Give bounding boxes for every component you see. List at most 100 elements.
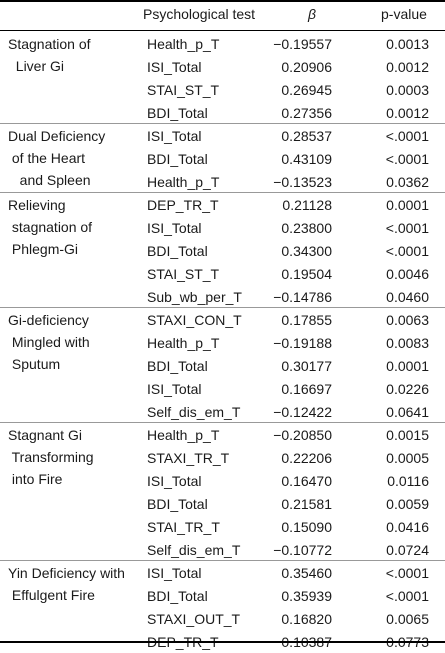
test-cell: Health_p_T [147, 335, 220, 351]
header-beta: β [308, 6, 316, 22]
beta-cell: 0.16470 [281, 473, 332, 489]
top-rule [0, 0, 445, 2]
beta-cell: 0.20906 [281, 59, 332, 75]
test-cell: DEP_TR_T [147, 197, 219, 213]
beta-cell: 0.35460 [281, 565, 332, 581]
beta-cell: 0.21581 [281, 496, 332, 512]
header-rule [0, 30, 445, 31]
test-cell: ISI_Total [147, 565, 202, 581]
pvalue-cell: 0.0116 [387, 473, 429, 489]
group-separator [0, 192, 445, 193]
test-cell: STAI_TR_T [147, 519, 220, 535]
group-separator [0, 123, 445, 124]
pvalue-cell: 0.0059 [386, 496, 429, 512]
beta-cell: 0.23800 [281, 220, 332, 236]
beta-cell: −0.13523 [273, 174, 332, 190]
pvalue-cell: 0.0063 [386, 312, 429, 328]
pvalue-cell: <.0001 [385, 588, 429, 604]
group-name-line: Relieving [8, 197, 66, 213]
group-name-line: Phlegm-Gi [8, 241, 79, 257]
test-cell: BDI_Total [147, 358, 208, 374]
test-cell: Self_dis_em_T [147, 542, 241, 558]
group-separator [0, 422, 445, 423]
test-cell: Health_p_T [147, 36, 220, 52]
pvalue-cell: 0.0065 [386, 611, 429, 627]
test-cell: BDI_Total [147, 496, 208, 512]
pvalue-cell: 0.0724 [386, 542, 429, 558]
pvalue-cell: 0.0013 [386, 36, 429, 52]
test-cell: STAXI_TR_T [147, 450, 230, 466]
pvalue-cell: 0.0362 [386, 174, 429, 190]
group-name-line: Stagnation of [8, 36, 91, 52]
group-name: Relieving stagnation of Phlegm-Gi [8, 194, 92, 260]
group-name-line: into Fire [8, 471, 63, 487]
test-cell: BDI_Total [147, 243, 208, 259]
pvalue-cell: 0.0083 [386, 335, 429, 351]
test-cell: ISI_Total [147, 473, 202, 489]
test-cell: STAI_ST_T [147, 82, 220, 98]
test-cell: Sub_wb_per_T [147, 289, 242, 305]
group-name-line: Mingled with [8, 334, 90, 350]
beta-cell: 0.16820 [281, 611, 332, 627]
test-cell: Self_dis_em_T [147, 404, 241, 420]
test-cell: STAI_ST_T [147, 266, 220, 282]
test-cell: BDI_Total [147, 105, 208, 121]
beta-cell: −0.20850 [273, 427, 332, 443]
pvalue-cell: 0.0001 [386, 358, 429, 374]
beta-cell: −0.14786 [273, 289, 332, 305]
pvalue-cell: 0.0416 [386, 519, 429, 535]
beta-cell: 0.34300 [281, 243, 332, 259]
beta-cell: 0.35939 [281, 588, 332, 604]
pvalue-cell: <.0001 [385, 243, 429, 259]
group-name: Gi-deficiency Mingled with Sputum [8, 309, 90, 375]
pvalue-cell: <.0001 [385, 565, 429, 581]
pvalue-cell: 0.0005 [386, 450, 429, 466]
header-test: Psychological test [143, 6, 256, 22]
pvalue-cell: 0.0015 [386, 427, 429, 443]
pvalue-cell: <.0001 [385, 220, 429, 236]
beta-cell: 0.21128 [282, 197, 332, 213]
group-name-line: Gi-deficiency [8, 312, 89, 328]
group-name: Dual Deficiency of the Heart and Spleen [8, 125, 105, 191]
beta-cell: −0.19188 [273, 335, 332, 351]
group-separator [0, 560, 445, 561]
test-cell: STAXI_OUT_T [147, 611, 241, 627]
test-cell: ISI_Total [147, 381, 202, 397]
group-name-line: Stagnant Gi [8, 427, 82, 443]
pvalue-cell: <.0001 [385, 151, 429, 167]
beta-cell: 0.17855 [281, 312, 332, 328]
beta-cell: 0.19504 [281, 266, 332, 282]
test-cell: ISI_Total [147, 128, 202, 144]
group-name: Stagnant Gi Transforming into Fire [8, 424, 94, 490]
beta-cell: 0.28537 [281, 128, 332, 144]
pvalue-cell: 0.0003 [386, 82, 429, 98]
pvalue-cell: <.0001 [385, 128, 429, 144]
test-cell: ISI_Total [147, 220, 202, 236]
beta-cell: 0.30177 [281, 358, 332, 374]
beta-cell: 0.27356 [281, 105, 332, 121]
pvalue-cell: 0.0641 [386, 404, 429, 420]
pvalue-cell: 0.0012 [386, 105, 429, 121]
beta-cell: 0.16697 [281, 381, 332, 397]
group-name-line: Effulgent Fire [8, 587, 95, 603]
test-cell: Health_p_T [147, 174, 220, 190]
group-name-line: Dual Deficiency [8, 128, 106, 144]
group-name-line: of the Heart [8, 150, 86, 166]
beta-cell: 0.22206 [281, 450, 332, 466]
group-separator [0, 307, 445, 308]
test-cell: ISI_Total [147, 59, 202, 75]
test-cell: BDI_Total [147, 588, 208, 604]
test-cell: Health_p_T [147, 427, 220, 443]
bottom-rule [0, 641, 445, 643]
group-name: Stagnation of Liver Gi [8, 33, 91, 77]
beta-cell: −0.10772 [273, 542, 332, 558]
pvalue-cell: 0.0460 [386, 289, 429, 305]
beta-cell: 0.26945 [281, 82, 332, 98]
group-name-line: Liver Gi [8, 58, 65, 74]
test-cell: BDI_Total [147, 151, 208, 167]
beta-cell: 0.15090 [281, 519, 332, 535]
pvalue-cell: 0.0046 [386, 266, 429, 282]
pvalue-cell: 0.0226 [386, 381, 429, 397]
pvalue-cell: 0.0012 [386, 59, 429, 75]
group-name: Yin Deficiency with Effulgent Fire [8, 562, 125, 606]
